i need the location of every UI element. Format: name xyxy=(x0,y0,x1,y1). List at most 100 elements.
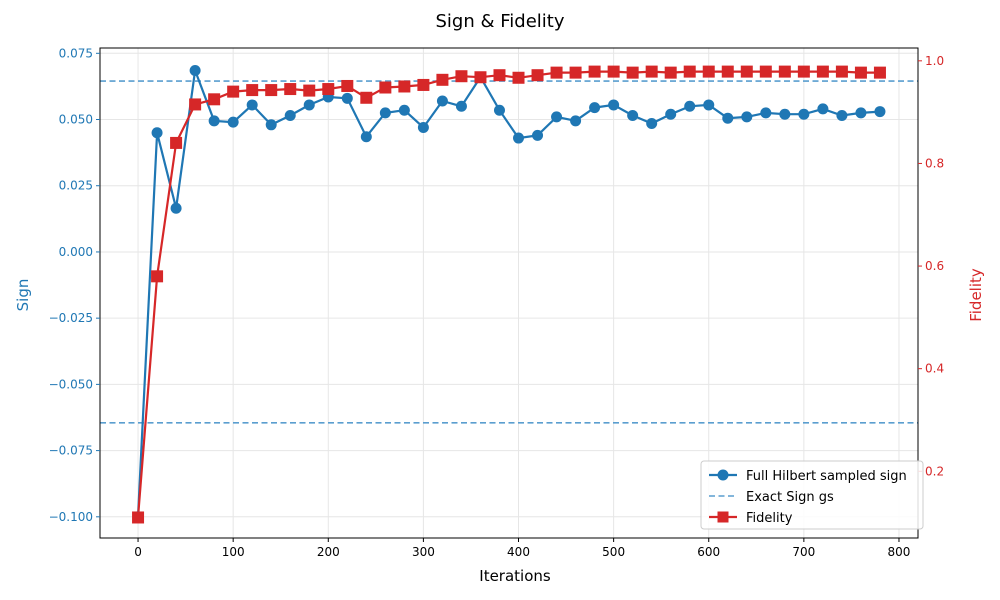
sign-data-point xyxy=(170,202,182,214)
legend-fidelity-marker xyxy=(717,511,729,523)
fidelity-data-point xyxy=(816,65,829,78)
fidelity-data-point xyxy=(873,66,886,79)
fidelity-data-point xyxy=(702,65,715,78)
y-right-tick-label: 1.0 xyxy=(925,54,944,68)
y-left-tick-label: −0.025 xyxy=(49,311,93,325)
sign-data-point xyxy=(189,65,201,77)
y-axis-left-label: Sign xyxy=(14,279,32,312)
fidelity-data-point xyxy=(645,65,658,78)
fidelity-data-point xyxy=(284,83,297,96)
fidelity-data-point xyxy=(683,65,696,78)
sign-data-point xyxy=(360,131,372,143)
sign-data-point xyxy=(836,110,848,122)
sign-data-point xyxy=(760,107,772,119)
fidelity-data-point xyxy=(398,80,411,93)
fidelity-data-point xyxy=(360,91,373,104)
x-tick-label: 500 xyxy=(602,545,625,559)
fidelity-data-point xyxy=(208,93,221,106)
fidelity-data-point xyxy=(569,66,582,79)
fidelity-data-point xyxy=(132,511,145,524)
sign-data-point xyxy=(246,99,258,111)
legend-exact-label: Exact Sign gs xyxy=(746,490,834,505)
sign-data-point xyxy=(379,107,391,119)
sign-data-point xyxy=(627,110,639,122)
fidelity-data-point xyxy=(854,66,867,79)
y-right-tick-label: 0.6 xyxy=(925,259,944,273)
fidelity-data-point xyxy=(341,79,354,92)
y-right-tick-label: 0.4 xyxy=(925,362,944,376)
x-tick-label: 800 xyxy=(888,545,911,559)
y-right-tick-label: 0.8 xyxy=(925,156,944,170)
sign-data-point xyxy=(493,104,505,116)
sign-data-point xyxy=(874,106,886,118)
fidelity-data-point xyxy=(721,65,734,78)
y-left-tick-label: −0.050 xyxy=(49,377,93,391)
x-tick-label: 300 xyxy=(412,545,435,559)
fidelity-data-point xyxy=(246,84,259,97)
x-tick-label: 200 xyxy=(317,545,340,559)
fidelity-data-point xyxy=(170,136,183,149)
sign-data-point xyxy=(589,102,601,114)
fidelity-data-point xyxy=(607,65,620,78)
fidelity-data-point xyxy=(797,65,810,78)
x-tick-label: 400 xyxy=(507,545,530,559)
fidelity-data-point xyxy=(740,65,753,78)
sign-data-point xyxy=(779,108,791,120)
sign-data-point xyxy=(303,99,315,111)
axes-layer: 0 100 200 300 400 500 600 700 800 −0.100 −0.075 −0.… xyxy=(49,46,945,559)
exact-sign-reference-lines xyxy=(100,80,918,424)
legend-sign-marker xyxy=(717,469,729,481)
fidelity-data-point xyxy=(151,270,164,283)
legend-sign-label: Full Hilbert sampled sign xyxy=(746,469,907,484)
x-tick-label: 100 xyxy=(222,545,245,559)
y-right-tick-label: 0.2 xyxy=(925,464,944,478)
chart-title: Sign & Fidelity xyxy=(436,11,565,32)
sign-data-point xyxy=(665,108,677,120)
sign-data-point xyxy=(455,100,467,112)
fidelity-data-point xyxy=(227,85,240,98)
sign-data-point xyxy=(646,117,658,129)
grid-lines xyxy=(100,48,918,538)
fidelity-data-point xyxy=(512,71,525,84)
plot-frame xyxy=(99,47,919,539)
fidelity-data-point xyxy=(265,84,278,97)
fidelity-data-point xyxy=(379,81,392,94)
fidelity-data-point xyxy=(626,66,639,79)
sign-data-point xyxy=(741,111,753,123)
fidelity-data-point xyxy=(493,69,506,82)
sign-data-point xyxy=(703,99,715,111)
sign-data-point xyxy=(684,100,696,112)
sign-data-point xyxy=(284,110,296,122)
fidelity-data-point xyxy=(455,70,468,83)
sign-data-point xyxy=(532,129,544,141)
sign-data-point xyxy=(398,104,410,116)
sign-data-point xyxy=(798,108,810,120)
fidelity-data-point xyxy=(322,83,335,96)
sign-series-line xyxy=(136,70,881,517)
sign-data-point xyxy=(151,127,163,139)
y-left-tick-label: 0.075 xyxy=(59,46,93,60)
sign-data-point xyxy=(551,111,563,123)
y-axis-right-label: Fidelity xyxy=(967,268,985,322)
fidelity-data-point xyxy=(474,71,487,84)
y-left-tick-label: −0.100 xyxy=(49,510,93,524)
fidelity-data-point xyxy=(759,65,772,78)
x-tick-label: 0 xyxy=(134,545,142,559)
x-tick-label: 700 xyxy=(792,545,815,559)
sign-data-point xyxy=(570,115,582,127)
sign-data-point xyxy=(855,107,867,119)
sign-data-point xyxy=(208,115,220,127)
y-left-tick-label: 0.025 xyxy=(59,179,93,193)
x-axis-label: Iterations xyxy=(479,567,551,585)
fidelity-data-point xyxy=(303,84,316,97)
sign-data-point xyxy=(341,92,353,104)
fidelity-series-line xyxy=(136,70,880,518)
y-left-tick-label: 0.000 xyxy=(59,245,93,259)
series-layer xyxy=(132,65,886,524)
legend: Full Hilbert sampled sign Exact Sign gs … xyxy=(700,460,924,530)
sign-data-point xyxy=(265,119,277,131)
sign-data-point xyxy=(227,116,239,128)
fidelity-data-point xyxy=(550,66,563,79)
